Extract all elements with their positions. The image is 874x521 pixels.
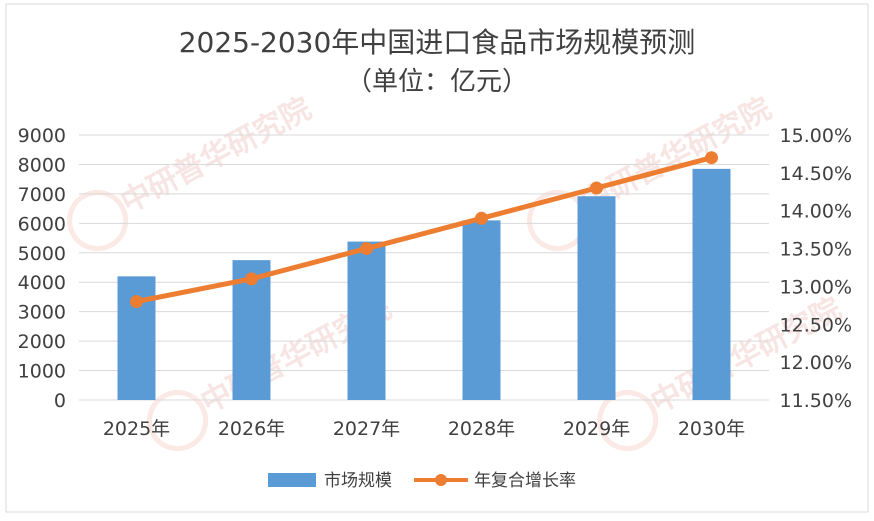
x-tick-label: 2025年 (103, 418, 170, 440)
x-axis: 2025年 2026年 2027年 2028年 2029年 2030年 (103, 418, 745, 440)
left-tick-label: 9000 (18, 125, 66, 147)
right-tick-label: 15.00% (780, 125, 852, 147)
watermark-logo-ring (67, 190, 129, 252)
legend-line-label: 年复合增长率 (474, 471, 576, 491)
x-tick-label: 2026年 (218, 418, 285, 440)
right-tick-label: 13.50% (780, 239, 852, 261)
right-tick-label: 14.00% (780, 201, 852, 223)
bar-series (117, 168, 731, 400)
line-point (245, 272, 258, 286)
x-tick-label: 2028年 (448, 418, 515, 440)
left-tick-label: 1000 (18, 361, 66, 383)
bar (347, 241, 386, 400)
left-tick-label: 8000 (18, 154, 66, 176)
left-axis: 0 1000 2000 3000 4000 5000 6000 7000 8000 9000 (18, 125, 66, 412)
line-point (590, 181, 603, 195)
legend: 市场规模 年复合增长率 (268, 471, 576, 491)
legend-bar-label: 市场规模 (324, 471, 392, 491)
left-tick-label: 5000 (18, 243, 66, 265)
line-series (130, 151, 718, 309)
left-tick-label: 0 (54, 390, 66, 412)
right-tick-label: 11.50% (780, 390, 852, 412)
chart-title: 2025-2030年中国进口食品市场规模预测 (179, 26, 696, 59)
bar (462, 220, 501, 400)
x-tick-label: 2027年 (333, 418, 400, 440)
right-axis: 11.50% 12.00% 12.50% 13.00% 13.50% 14.00% 14.5… (780, 125, 852, 412)
x-tick-label: 2029年 (563, 418, 630, 440)
growth-line (136, 155, 713, 305)
chart-subtitle: （单位：亿元） (346, 67, 528, 97)
right-tick-label: 12.50% (780, 314, 852, 336)
line-point (475, 211, 488, 225)
left-tick-label: 4000 (18, 272, 66, 294)
right-tick-label: 14.50% (780, 163, 852, 185)
left-tick-label: 2000 (18, 331, 66, 353)
line-point (360, 242, 373, 256)
watermark-logo-ring (147, 390, 209, 452)
right-tick-label: 13.00% (780, 276, 852, 298)
gridlines (79, 134, 769, 401)
legend-bar-swatch (268, 473, 316, 487)
bar (117, 276, 156, 400)
left-tick-label: 3000 (18, 302, 66, 324)
right-tick-label: 12.00% (780, 352, 852, 374)
left-tick-label: 6000 (18, 213, 66, 235)
line-point (130, 295, 143, 309)
x-tick-label: 2030年 (678, 418, 745, 440)
bar (577, 196, 616, 400)
left-tick-label: 7000 (18, 184, 66, 206)
bar (692, 168, 731, 400)
legend-line-marker (435, 474, 447, 486)
line-point (705, 151, 718, 165)
chart-border (5, 3, 869, 513)
